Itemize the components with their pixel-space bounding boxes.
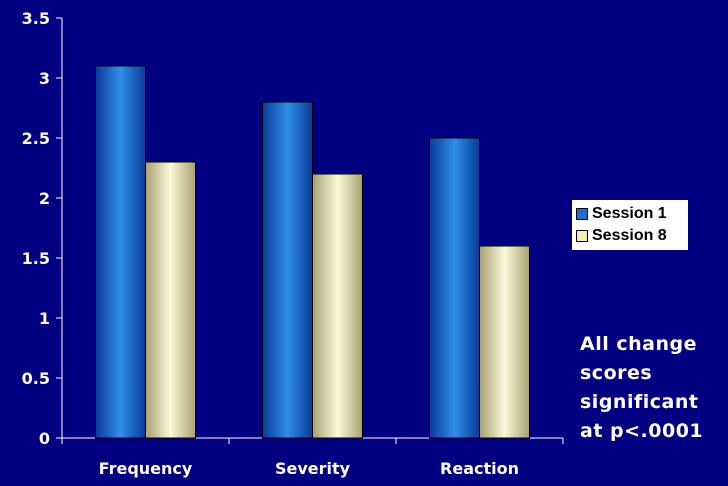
bar-session-8-severity (312, 173, 363, 439)
x-axis: Frequency Severity Reaction (61, 437, 564, 478)
bar-session-1-frequency (95, 65, 146, 439)
bar-session-1-reaction (429, 137, 480, 439)
x-category-label: Frequency (99, 459, 193, 478)
y-tick-label: 3.5 (22, 9, 50, 28)
x-category-label: Severity (275, 459, 351, 478)
y-tick-label: 1.5 (22, 249, 50, 268)
significance-note: All change scores significant at p<.0001 (580, 333, 704, 442)
y-tick-label: 1 (39, 309, 50, 328)
legend-label-session-1: Session 1 (592, 205, 667, 222)
legend-swatch-session-1 (576, 208, 588, 220)
bar-session-1-severity (262, 101, 313, 439)
y-tick-label: 0 (39, 429, 50, 448)
legend-swatch-session-8 (576, 230, 588, 242)
x-category-label: Reaction (440, 459, 519, 478)
y-tick-label: 0.5 (22, 369, 50, 388)
legend-label-session-8: Session 8 (592, 227, 667, 244)
bar-session-8-frequency (145, 161, 196, 439)
y-tick-label: 3 (39, 69, 50, 88)
y-tick-label: 2.5 (22, 129, 50, 148)
legend: Session 1 Session 8 (572, 200, 688, 250)
legend-item-session-8: Session 8 (576, 225, 684, 247)
y-axis: 0 0.5 1 1.5 2 2.5 3 3.5 (22, 9, 63, 448)
bar-session-8-reaction (479, 245, 530, 439)
legend-item-session-1: Session 1 (576, 203, 684, 225)
y-tick-label: 2 (39, 189, 50, 208)
bars (95, 65, 530, 439)
